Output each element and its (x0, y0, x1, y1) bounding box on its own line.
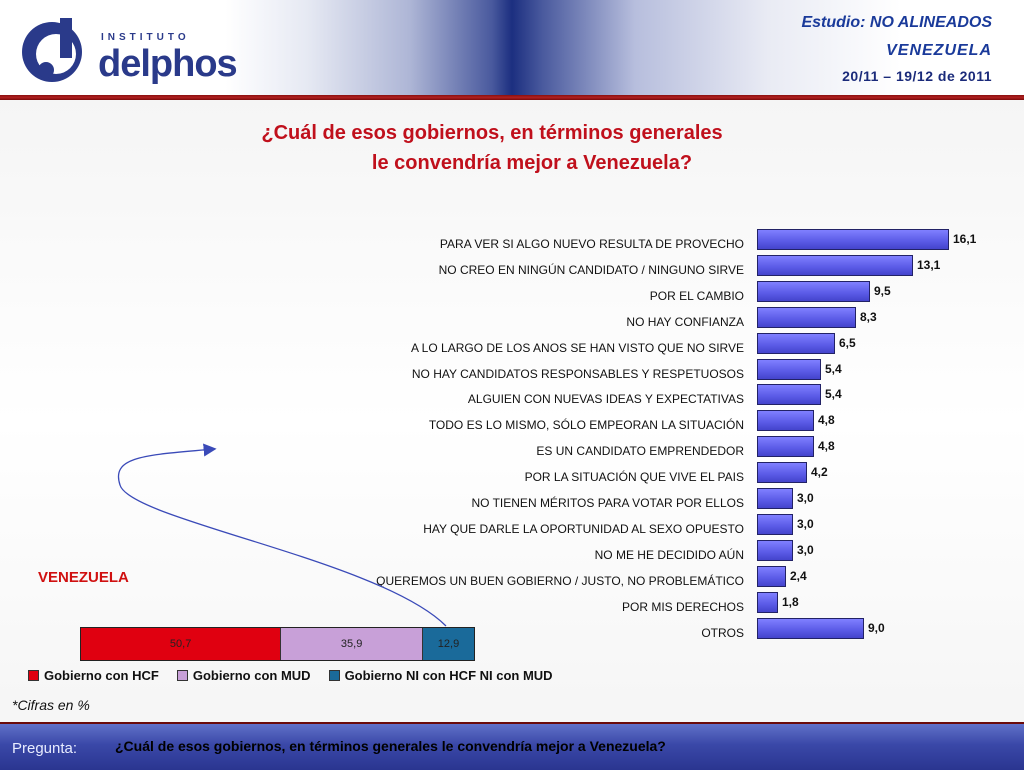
legend-label: Gobierno NI con HCF NI con MUD (344, 668, 553, 683)
bar (757, 539, 793, 561)
study-name: NO ALINEADOS (869, 14, 992, 31)
bar (757, 462, 807, 484)
bar-value-label: 9,5 (874, 283, 891, 298)
bar-value-label: 4,2 (811, 465, 828, 480)
bar-value-label: 13,1 (917, 257, 941, 272)
legend-label: Gobierno con MUD (192, 668, 311, 683)
bar-value-label: 2,4 (790, 568, 807, 583)
legend-swatch (328, 670, 340, 681)
bar (757, 513, 793, 535)
bar (757, 332, 835, 354)
delphos-logo-icon (22, 18, 82, 82)
study-dates: 20/11 – 19/12 de 2011 (842, 68, 992, 84)
category-label: NO CREO EN NINGÚN CANDIDATO / NINGUNO SI… (438, 262, 744, 277)
study-country: VENEZUELA (886, 42, 992, 59)
category-label: ES UN CANDIDATO EMPRENDEDOR (536, 444, 744, 459)
footer-label: Pregunta: (12, 740, 78, 757)
category-label: NO TIENEN MÉRITOS PARA VOTAR POR ELLOS (471, 496, 744, 510)
bar-value-label: 9,0 (868, 620, 885, 635)
legend-item: Gobierno NI con HCF NI con MUD (328, 668, 553, 683)
study-title: Estudio: NO ALINEADOS (801, 14, 992, 32)
bar (757, 410, 814, 432)
header-divider (0, 95, 1024, 100)
footer-question: ¿Cuál de esos gobiernos, en términos gen… (115, 738, 666, 754)
category-label: NO HAY CONFIANZA (626, 314, 744, 329)
bar-value-label: 4,8 (818, 439, 835, 454)
bar (757, 436, 814, 458)
footnote: *Cifras en % (12, 697, 90, 713)
category-label: POR MIS DERECHOS (621, 599, 744, 614)
footer-bar: Pregunta: ¿Cuál de esos gobiernos, en té… (0, 722, 1024, 770)
category-label: NO HAY CANDIDATOS RESPONSABLES Y RESPETU… (411, 366, 744, 381)
bar (757, 306, 856, 328)
stacked-segment: 50,7 (81, 628, 282, 660)
category-label: POR LA SITUACIÓN QUE VIVE EL PAIS (524, 470, 744, 485)
category-label: PARA VER SI ALGO NUEVO RESULTA DE PROVEC… (439, 237, 744, 251)
legend-swatch (176, 670, 188, 681)
header-banner (0, 0, 1024, 95)
chart-title: ¿Cuál de esos gobiernos, en términos gen… (0, 118, 1024, 178)
bar-value-label: 3,0 (797, 516, 814, 531)
category-label: TODO ES LO MISMO, SÓLO EMPEORAN LA SITUA… (428, 418, 744, 433)
stacked-segment: 35,9 (281, 628, 424, 660)
stacked-bar-label: VENEZUELA (38, 569, 129, 586)
bar (757, 565, 786, 587)
logo-wordmark: delphos (98, 43, 238, 85)
bar (757, 254, 913, 276)
stacked-bar-legend: Gobierno con HCF Gobierno con MUD Gobierno… (28, 668, 571, 683)
bar-value-label: 16,1 (953, 232, 977, 246)
bar-value-label: 1,8 (782, 594, 799, 609)
bar (757, 591, 778, 613)
chart-title-line-1: ¿Cuál de esos gobiernos, en términos gen… (261, 122, 723, 144)
category-label: OTROS (701, 625, 744, 640)
bar (757, 617, 864, 639)
bar-value-label: 5,4 (825, 387, 842, 402)
bar-value-label: 8,3 (860, 309, 877, 324)
legend-label: Gobierno con HCF (44, 668, 159, 683)
bar-value-label: 3,0 (797, 491, 814, 505)
category-label: POR EL CAMBIO (649, 288, 744, 303)
category-label: ALGUIEN CON NUEVAS IDEAS Y EXPECTATIVAS (467, 392, 744, 407)
bar (757, 384, 821, 406)
bar-value-label: 3,0 (797, 542, 814, 557)
logo-subtitle: INSTITUTO (101, 32, 190, 43)
bar (757, 229, 949, 250)
delphos-logo: INSTITUTO delphos (16, 14, 238, 86)
category-label: A LO LARGO DE LOS ANOS SE HAN VISTO QUE … (411, 340, 744, 355)
legend-item: Gobierno con HCF (28, 668, 159, 683)
venezuela-stacked-bar: 50,7 35,9 12,9 (80, 627, 475, 661)
bar (757, 358, 821, 380)
bar-value-label: 6,5 (839, 335, 856, 350)
bar-value-label: 4,8 (818, 413, 835, 428)
bar (757, 488, 793, 509)
category-label: NO ME HE DECIDIDO AÚN (594, 547, 744, 562)
legend-swatch (28, 670, 39, 681)
stacked-segment: 12,9 (423, 628, 474, 660)
legend-item: Gobierno con MUD (176, 668, 311, 683)
category-label: QUEREMOS UN BUEN GOBIERNO / JUSTO, NO PR… (376, 573, 744, 588)
study-prefix: Estudio: (801, 14, 866, 31)
category-label: HAY QUE DARLE LA OPORTUNIDAD AL SEXO OPU… (423, 521, 744, 536)
bar-value-label: 5,4 (825, 361, 842, 376)
bar (757, 280, 870, 302)
chart-title-line-2: le convendría mejor a Venezuela? (371, 152, 693, 174)
